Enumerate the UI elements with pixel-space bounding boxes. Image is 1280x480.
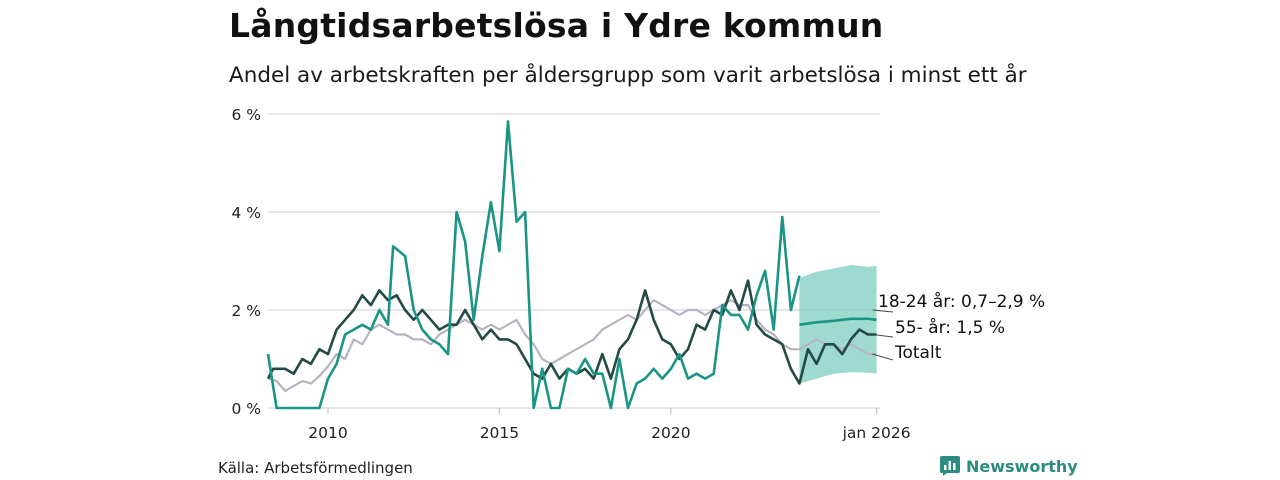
y-tick-label: 0 % xyxy=(231,400,261,418)
series-line-age-55 xyxy=(266,279,877,385)
forecast-line-18-24 xyxy=(799,317,877,326)
y-tick-label: 4 % xyxy=(231,204,261,222)
y-tick-label: 2 % xyxy=(231,302,261,320)
series-labels: 18-24 år: 0,7–2,9 % 55- år: 1,5 % Totalt xyxy=(872,291,1045,363)
brand-name: Newsworthy xyxy=(966,456,1078,476)
newsworthy-icon xyxy=(940,456,960,476)
series-line-age-18-24 xyxy=(266,120,801,410)
label-leader xyxy=(872,309,894,313)
chart-subtitle: Andel av arbetskraften per åldersgrupp s… xyxy=(229,63,1027,88)
x-tick-label: 2010 xyxy=(308,424,347,442)
source-note: Källa: Arbetsförmedlingen xyxy=(218,459,413,477)
series-label-age-18-24: 18-24 år: 0,7–2,9 % xyxy=(878,291,1045,312)
y-tick-label: 6 % xyxy=(231,106,261,124)
x-tick-label: 2015 xyxy=(480,424,519,442)
series-label-age-55: 55- år: 1,5 % xyxy=(895,317,1005,338)
forecast-band-18-24 xyxy=(799,264,877,384)
gridlines xyxy=(268,113,880,409)
label-leader xyxy=(872,334,894,338)
series-label-total: Totalt xyxy=(894,343,942,363)
brand-logo: Newsworthy xyxy=(940,456,1078,476)
label-leader xyxy=(872,353,894,361)
x-tick-label: 2020 xyxy=(651,424,690,442)
forecast-band xyxy=(799,264,877,384)
x-tick-label: jan 2026 xyxy=(842,424,911,442)
series-lines xyxy=(266,120,877,410)
series-line-total xyxy=(267,299,877,392)
y-axis: 0 % 2 % 4 % 6 % xyxy=(231,106,261,418)
x-axis: 2010 2015 2020 jan 2026 xyxy=(308,408,911,442)
chart-title: Långtidsarbetslösa i Ydre kommun xyxy=(229,6,884,45)
